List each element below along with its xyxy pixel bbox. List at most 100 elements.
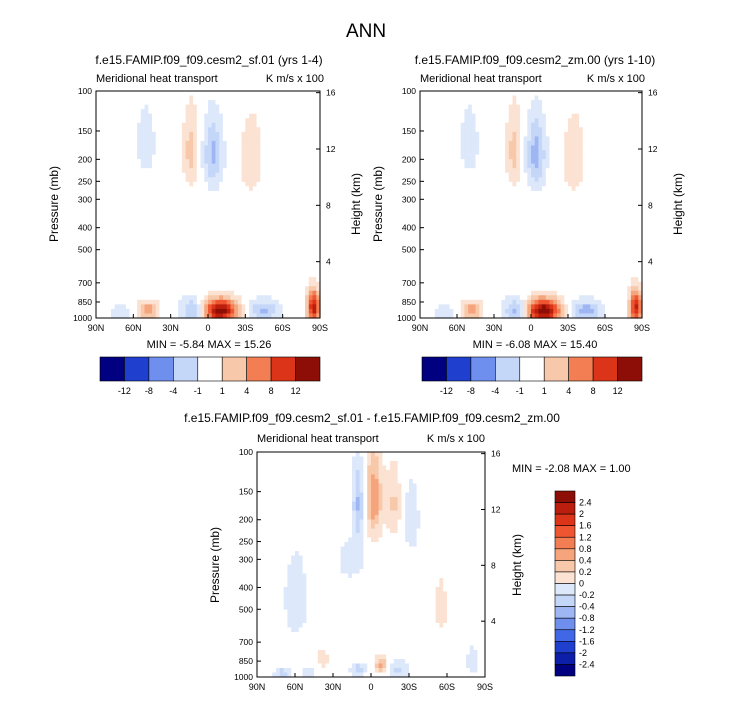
- field-cell: [241, 159, 246, 165]
- field-cell: [129, 258, 134, 265]
- field-cell: [137, 204, 142, 210]
- field-cell: [166, 254, 172, 260]
- field-cell: [316, 109, 321, 115]
- field-cell: [293, 299, 299, 305]
- field-cell: [434, 109, 440, 115]
- field-cell: [264, 272, 269, 278]
- field-cell: [475, 231, 480, 237]
- field-cell: [163, 313, 168, 319]
- field-cell: [434, 199, 440, 206]
- field-cell: [230, 190, 235, 197]
- field-cell: [305, 186, 310, 192]
- field-cell: [200, 104, 205, 110]
- field-cell: [508, 109, 514, 115]
- field-cell: [608, 91, 613, 97]
- field-cell: [260, 277, 265, 283]
- field-cell: [189, 254, 194, 260]
- field-cell: [256, 277, 261, 283]
- field-cell: [204, 109, 209, 115]
- field-cell: [301, 186, 306, 192]
- field-cell: [174, 277, 179, 283]
- field-cell: [159, 100, 164, 106]
- field-cell: [260, 313, 265, 319]
- field-cell: [475, 199, 480, 206]
- field-cell: [501, 204, 506, 210]
- field-cell: [523, 100, 528, 106]
- field-cell: [260, 159, 265, 165]
- contour-field: [420, 91, 643, 319]
- field-cell: [623, 91, 628, 97]
- field-cell: [163, 150, 168, 156]
- field-cell: [316, 190, 321, 197]
- field-cell: [155, 290, 161, 296]
- field-cell: [438, 181, 443, 187]
- field-cell: [200, 290, 205, 296]
- field-cell: [278, 254, 284, 260]
- field-cell: [267, 213, 273, 219]
- field-cell: [523, 131, 528, 137]
- field-cell: [482, 109, 488, 115]
- field-cell: [545, 145, 551, 151]
- field-cell: [133, 249, 138, 256]
- field-cell: [256, 104, 261, 110]
- field-cell: [638, 154, 643, 160]
- field-cell: [196, 222, 202, 228]
- field-cell: [434, 140, 440, 147]
- colorbar-label: 12: [291, 386, 301, 396]
- field-cell: [623, 186, 628, 192]
- field-cell: [486, 127, 491, 133]
- field-cell: [438, 122, 443, 128]
- field-cell: [308, 159, 314, 165]
- field-cell: [305, 290, 310, 296]
- field-cell: [222, 213, 228, 219]
- field-cell: [312, 136, 317, 142]
- field-cell: [531, 177, 536, 183]
- field-cell: [181, 199, 187, 206]
- field-cell: [264, 227, 269, 233]
- field-cell: [542, 95, 547, 101]
- field-cell: [200, 190, 205, 197]
- field-cell: [249, 245, 254, 251]
- field-cell: [297, 295, 302, 301]
- field-cell: [286, 213, 291, 219]
- field-cell: [200, 91, 205, 97]
- field-cell: [420, 163, 425, 169]
- field-cell: [178, 100, 183, 106]
- field-cell: [545, 95, 551, 101]
- field-cell: [301, 218, 306, 224]
- field-cell: [222, 163, 228, 169]
- field-cell: [152, 218, 157, 224]
- field-cell: [457, 118, 462, 124]
- field-cell: [527, 95, 532, 101]
- field-cell: [545, 222, 551, 228]
- field-cell: [542, 163, 547, 169]
- field-cell: [267, 136, 273, 142]
- field-cell: [256, 254, 261, 260]
- field-cell: [204, 122, 209, 128]
- field-cell: [148, 263, 153, 269]
- field-cell: [531, 100, 536, 106]
- field-cell: [297, 209, 302, 215]
- field-cell: [96, 286, 101, 292]
- field-cell: [308, 195, 314, 201]
- field-cell: [148, 227, 153, 233]
- field-cell: [316, 163, 321, 169]
- field-cell: [590, 127, 595, 133]
- field-cell: [420, 213, 425, 219]
- field-cell: [200, 231, 205, 237]
- field-cell: [560, 227, 565, 233]
- field-cell: [427, 213, 432, 219]
- field-cell: [612, 172, 617, 178]
- field-cell: [634, 204, 639, 210]
- field-cell: [125, 277, 131, 283]
- field-cell: [427, 136, 432, 142]
- field-cell: [505, 127, 510, 133]
- field-cell: [271, 277, 276, 283]
- field-cell: [431, 168, 436, 174]
- field-cell: [553, 154, 558, 160]
- field-cell: [297, 277, 302, 283]
- field-cell: [453, 227, 458, 233]
- field-cell: [293, 154, 299, 160]
- field-cell: [431, 218, 436, 224]
- field-cell: [468, 159, 473, 165]
